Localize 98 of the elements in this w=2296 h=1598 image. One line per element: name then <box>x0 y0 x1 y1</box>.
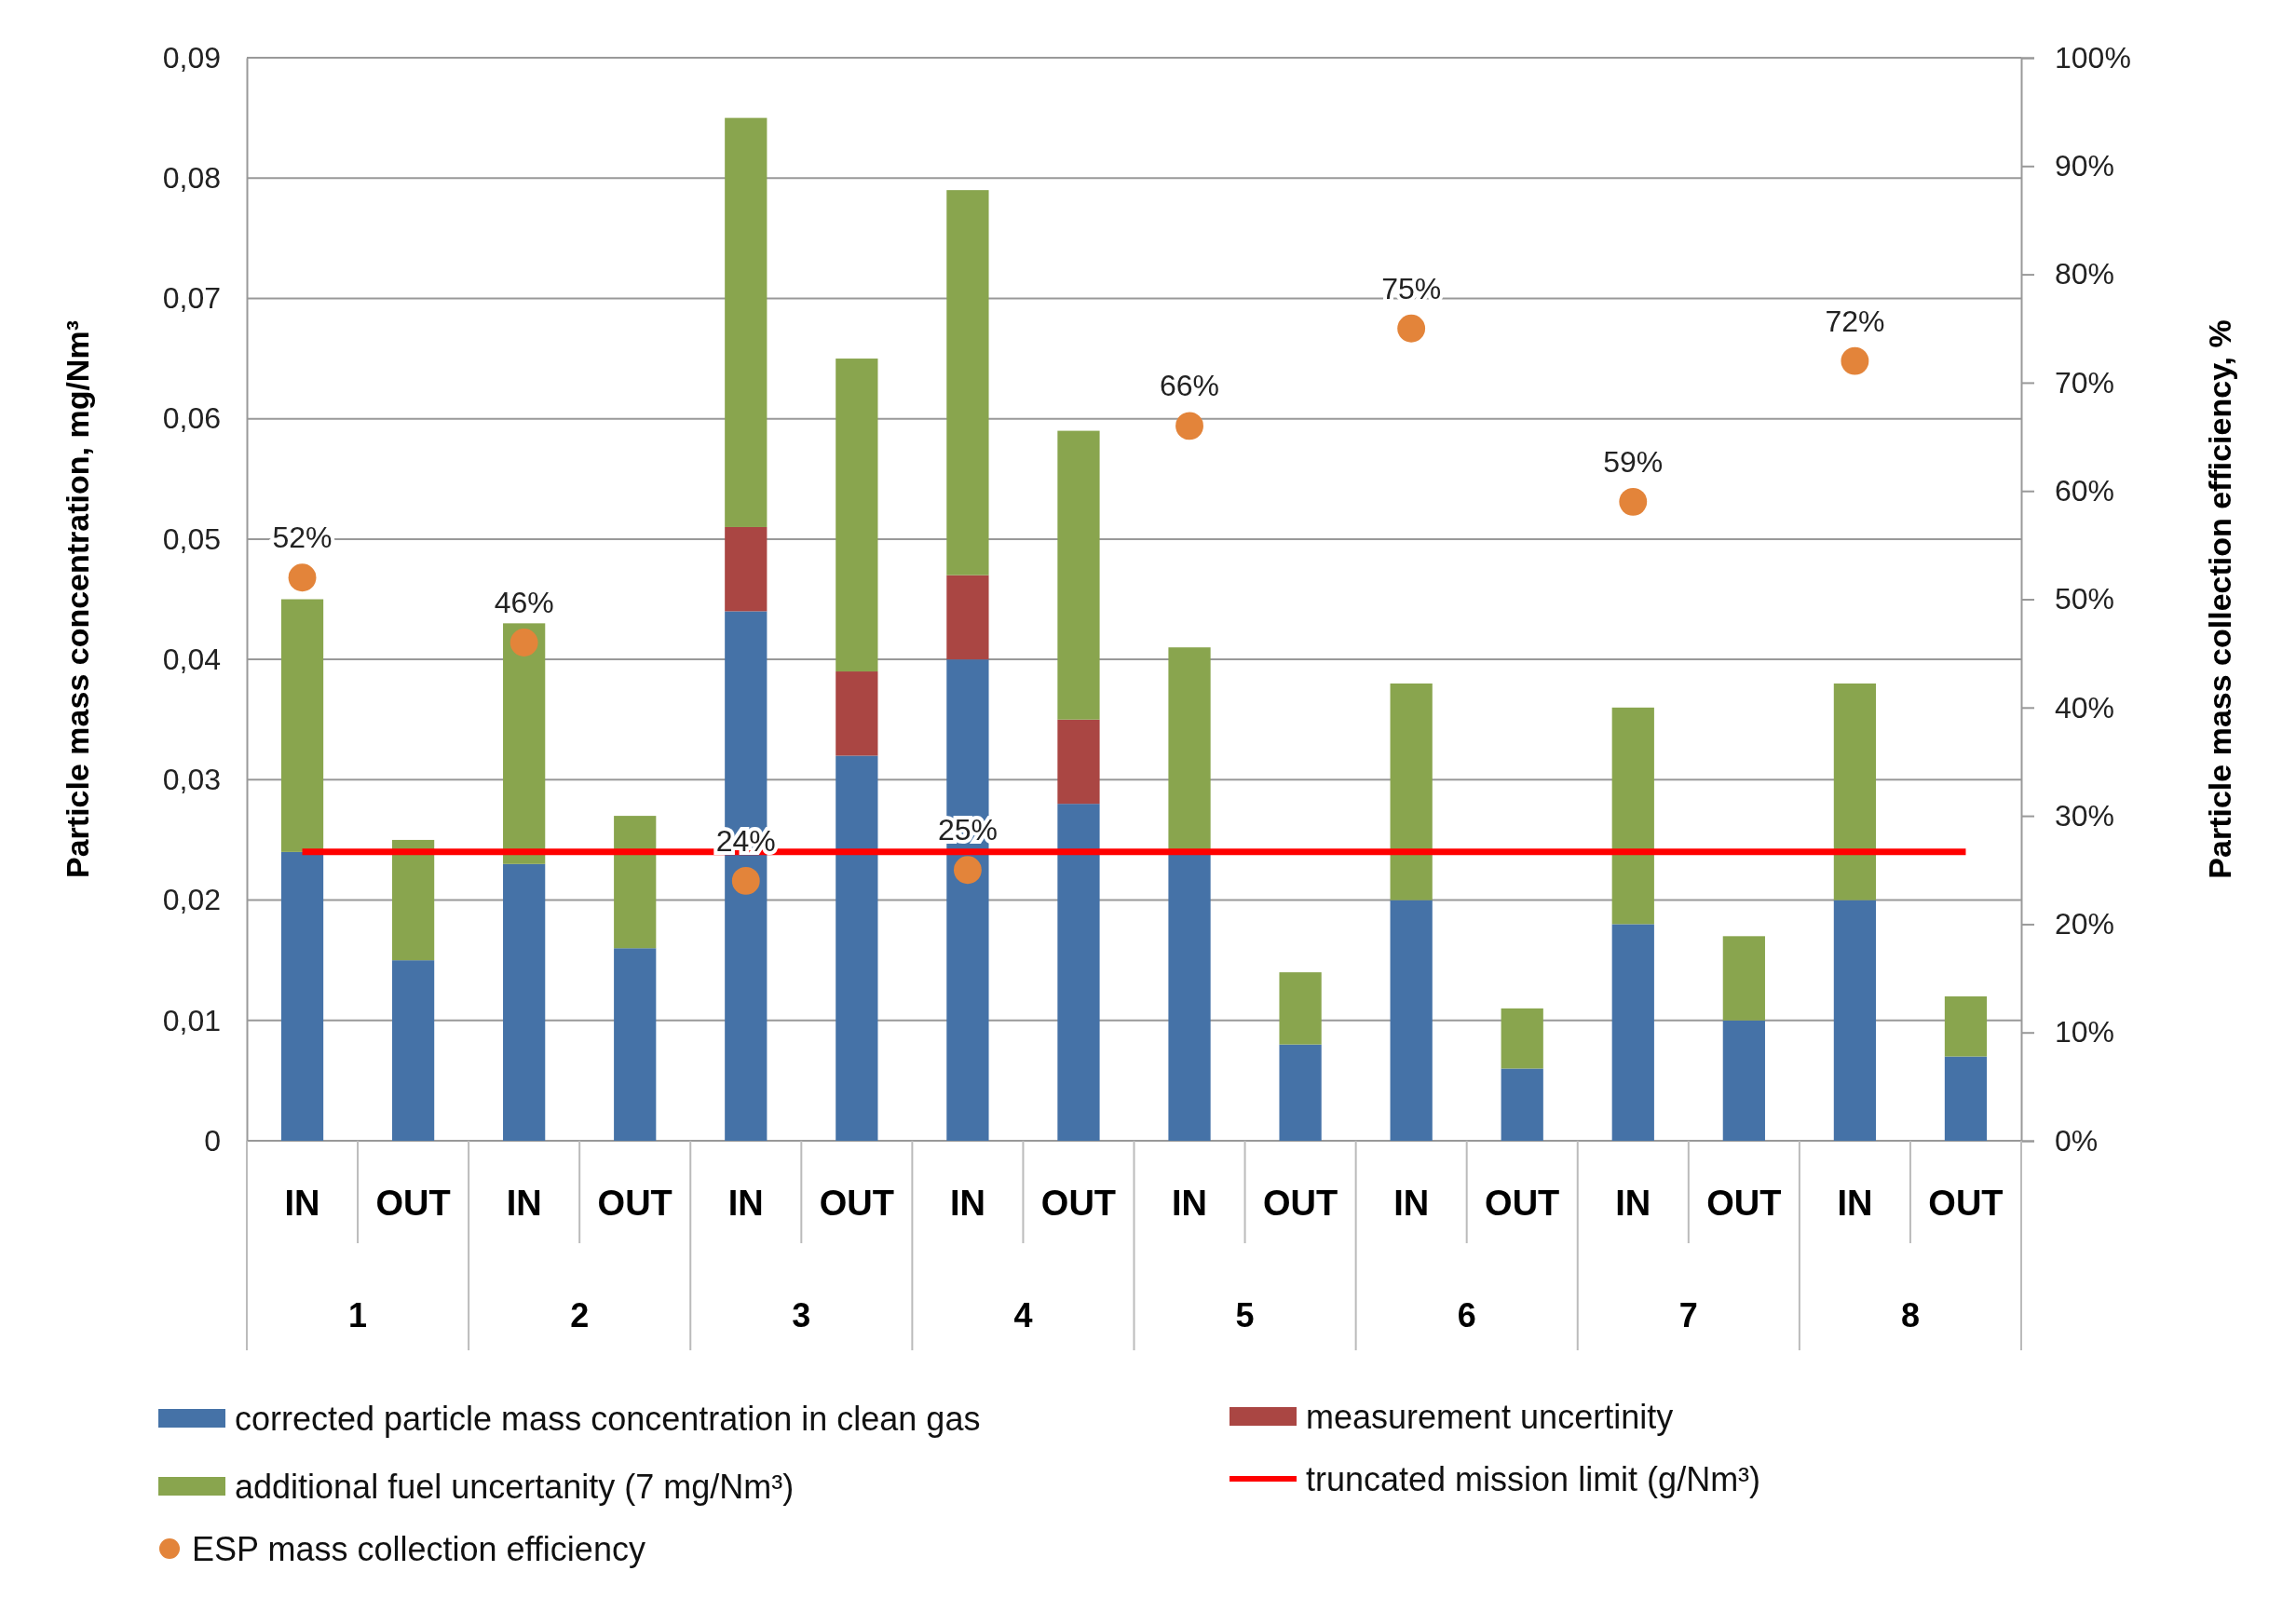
y2-axis-title: Particle mass collection efficiency, % <box>2202 319 2237 879</box>
text: 6 <box>1457 1296 1476 1334</box>
y-tick-label: 0,06 <box>162 401 221 436</box>
x-tick-label: OUT <box>1262 1184 1338 1223</box>
point <box>288 563 317 592</box>
bar <box>1722 1020 1765 1141</box>
text: 7 <box>1678 1296 1698 1334</box>
bar <box>280 599 324 852</box>
text: 2 <box>570 1296 590 1334</box>
text: 1 <box>348 1296 368 1334</box>
y2-tick-label: 0% <box>2055 1123 2099 1158</box>
y-axis-title: Particle mass concentration, mg/Nm³ <box>60 320 95 878</box>
bar <box>391 960 435 1141</box>
legend-label: truncated mission limit (g/Nm³) <box>1306 1460 1761 1498</box>
point <box>1841 346 1869 375</box>
y2-tick-label: 40% <box>2055 690 2115 725</box>
bar <box>1722 936 1765 1021</box>
text: 8 <box>1900 1296 1920 1334</box>
y-tick-label: 0,07 <box>162 281 221 316</box>
x-tick-label: OUT <box>1706 1184 1782 1223</box>
bar <box>1390 900 1433 1141</box>
bar <box>1501 1068 1543 1141</box>
y2-tick-label: 60% <box>2055 473 2115 508</box>
data-label: 66% <box>1160 369 1220 403</box>
x-tick-label: IN <box>506 1184 542 1223</box>
y-tick-label: 0,04 <box>162 642 221 676</box>
y2-tick-label: 10% <box>2055 1015 2115 1050</box>
y-tick-label: 0,03 <box>162 763 221 797</box>
x-tick-label: IN <box>949 1184 985 1223</box>
x-tick-label: OUT <box>1485 1184 1560 1223</box>
x-tick-label: IN <box>1393 1184 1430 1223</box>
legend-label: corrected particle mass concentration in clean gas <box>235 1400 981 1438</box>
text: 4 <box>1013 1296 1033 1334</box>
bar <box>1833 683 1877 901</box>
bar <box>614 948 657 1141</box>
legend-label: ESP mass collection efficiency <box>192 1530 645 1568</box>
y-tick-label: 0,01 <box>162 1003 221 1037</box>
y2-tick-label: 20% <box>2055 907 2115 941</box>
point <box>1619 487 1648 516</box>
bar <box>280 851 324 1141</box>
bar <box>1057 430 1100 720</box>
x-tick-label: OUT <box>597 1184 672 1223</box>
bar <box>1833 900 1877 1141</box>
bar <box>946 575 989 660</box>
y2-tick-label: 50% <box>2055 582 2115 616</box>
bar <box>1279 1044 1322 1141</box>
bar <box>1057 719 1100 805</box>
y-tick-label: 0,09 <box>162 40 221 74</box>
y2-tick-label: 100% <box>2055 40 2131 74</box>
y-tick-label: 0,05 <box>162 521 221 556</box>
x-tick-label: IN <box>1615 1184 1651 1223</box>
data-label: 52% <box>272 521 333 555</box>
bar <box>391 839 435 961</box>
bar <box>836 671 878 756</box>
bar <box>614 816 657 949</box>
bar <box>1611 924 1654 1141</box>
bar <box>1501 1008 1543 1069</box>
bar <box>1944 995 1988 1057</box>
x-tick-label: OUT <box>375 1184 451 1223</box>
point <box>731 866 760 895</box>
y-tick-label: 0 <box>204 1123 221 1158</box>
bar <box>1057 804 1100 1141</box>
bar <box>1390 683 1433 901</box>
data-label: 59% <box>1603 444 1664 479</box>
point <box>1397 314 1426 343</box>
bar <box>1944 1056 1988 1141</box>
y-tick-label: 0,02 <box>162 883 221 917</box>
bar <box>946 190 989 576</box>
bar <box>503 623 546 864</box>
point <box>509 629 538 657</box>
x-tick-label: OUT <box>1928 1184 2004 1223</box>
legend-label: measurement uncertinity <box>1306 1398 1674 1436</box>
data-label: 72% <box>1825 304 1885 338</box>
bar <box>725 117 768 527</box>
x-tick-label: IN <box>284 1184 320 1223</box>
bar <box>836 359 878 672</box>
point <box>953 856 982 885</box>
bar <box>503 863 546 1141</box>
x-tick-label: IN <box>727 1184 764 1223</box>
x-tick-label: OUT <box>1040 1184 1117 1223</box>
point <box>1175 412 1203 440</box>
text: 5 <box>1235 1296 1255 1334</box>
data-label: 46% <box>494 586 554 620</box>
y2-tick-label: 80% <box>2055 257 2115 291</box>
y2-tick-label: 90% <box>2055 149 2115 183</box>
x-tick-label: IN <box>1837 1184 1873 1223</box>
x-tick-label: IN <box>1172 1184 1208 1223</box>
bar <box>836 755 878 1141</box>
y-tick-label: 0,08 <box>162 160 221 195</box>
bar <box>725 526 768 612</box>
y2-tick-label: 30% <box>2055 798 2115 833</box>
data-label: 75% <box>1381 271 1442 305</box>
bar <box>1611 707 1654 925</box>
legend-label: additional fuel uncertanity (7 mg/Nm³) <box>235 1468 795 1506</box>
bar <box>1279 972 1322 1045</box>
y2-tick-label: 70% <box>2055 365 2115 400</box>
x-tick-label: OUT <box>819 1184 894 1223</box>
text: 3 <box>792 1296 811 1334</box>
